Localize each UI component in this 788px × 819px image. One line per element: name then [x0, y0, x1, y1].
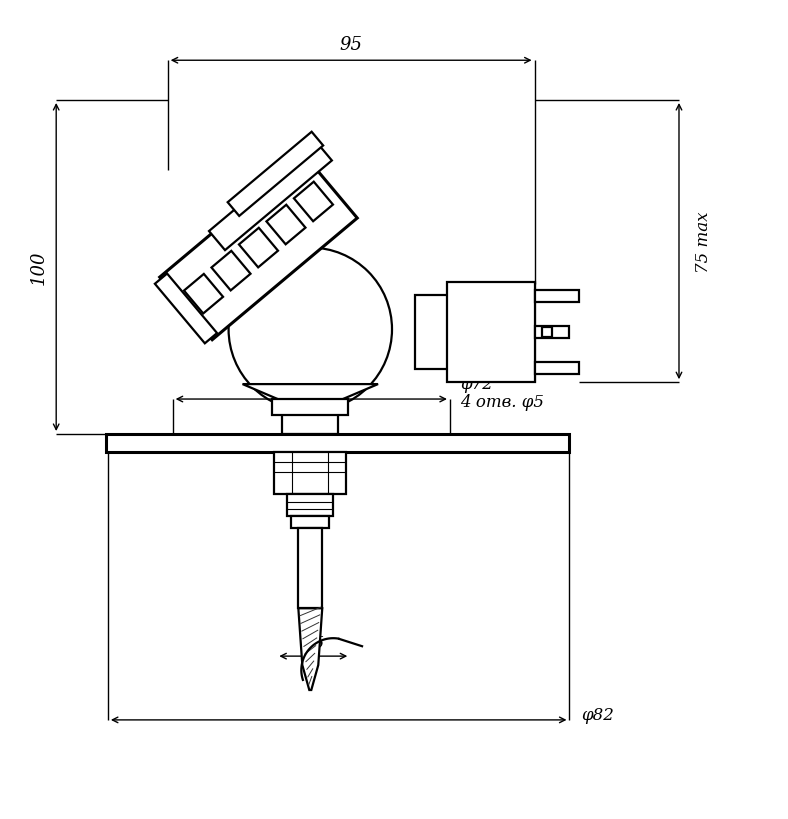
Polygon shape: [228, 133, 323, 217]
Polygon shape: [266, 206, 306, 245]
Bar: [534, 363, 579, 374]
Polygon shape: [209, 143, 332, 251]
Polygon shape: [294, 183, 333, 222]
Text: 75 max: 75 max: [695, 211, 712, 273]
Polygon shape: [160, 156, 357, 341]
Text: φ72: φ72: [459, 375, 492, 392]
Polygon shape: [211, 251, 251, 291]
Bar: [106, 434, 570, 452]
Polygon shape: [184, 274, 223, 314]
Bar: [415, 296, 451, 369]
Bar: [534, 291, 579, 303]
Bar: [447, 283, 534, 382]
Circle shape: [229, 248, 392, 411]
Text: 95: 95: [340, 36, 362, 54]
Bar: [542, 328, 552, 338]
Bar: [534, 327, 570, 339]
Polygon shape: [239, 229, 278, 268]
Bar: [288, 494, 333, 516]
Bar: [299, 528, 322, 609]
Polygon shape: [155, 274, 217, 344]
Polygon shape: [243, 385, 378, 401]
Bar: [273, 400, 348, 415]
Bar: [282, 401, 338, 434]
Polygon shape: [299, 609, 322, 690]
Bar: [292, 516, 329, 528]
Bar: [274, 452, 346, 494]
Text: φ82: φ82: [582, 707, 614, 723]
Text: 100: 100: [29, 251, 47, 285]
Text: 4 отв. φ5: 4 отв. φ5: [459, 393, 544, 410]
Text: 25: 25: [303, 634, 324, 651]
